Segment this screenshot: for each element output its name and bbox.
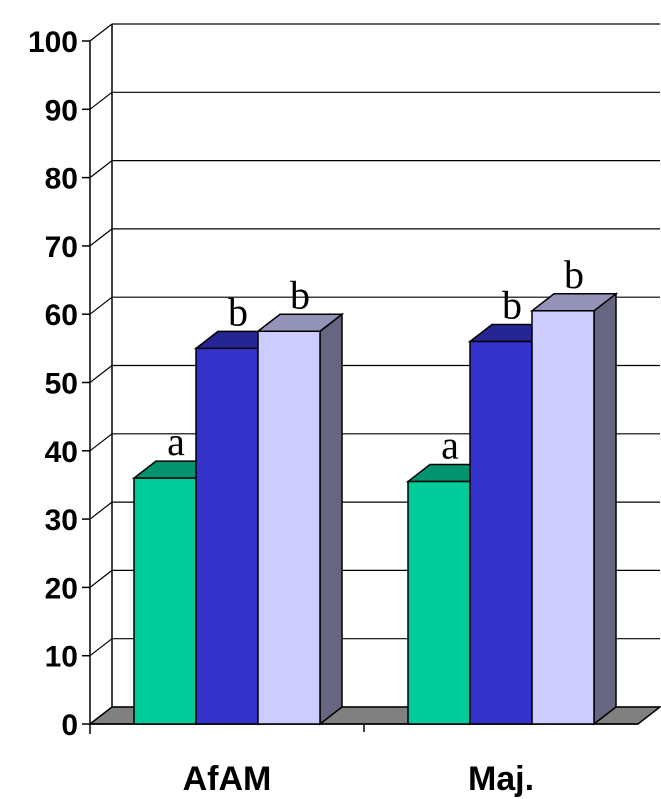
bar bbox=[531, 310, 595, 725]
x-tick-label: Maj. bbox=[468, 760, 534, 798]
y-tick-label: 70 bbox=[45, 231, 78, 264]
y-tick-label: 80 bbox=[45, 163, 78, 196]
bar bbox=[469, 340, 533, 725]
bars bbox=[131, 292, 619, 726]
y-tick-label: 50 bbox=[45, 368, 78, 401]
data-label: b bbox=[228, 289, 248, 334]
bar bbox=[407, 480, 471, 725]
gridline-side bbox=[89, 638, 113, 657]
y-tick-label: 100 bbox=[28, 26, 78, 59]
data-label: b bbox=[564, 252, 584, 297]
bar bbox=[257, 330, 321, 725]
data-label: a bbox=[167, 419, 185, 464]
gridline-side bbox=[89, 365, 113, 383]
gridline-side bbox=[89, 501, 113, 520]
gridline-side bbox=[89, 433, 113, 452]
gridline-side bbox=[89, 23, 113, 42]
data-label: b bbox=[502, 283, 522, 328]
gridline-side bbox=[89, 569, 113, 588]
gridline-side bbox=[89, 228, 113, 247]
gridline-side bbox=[89, 296, 113, 315]
y-tick-label: 10 bbox=[45, 641, 78, 674]
y-tick-label: 20 bbox=[45, 572, 78, 605]
data-label: a bbox=[441, 423, 459, 468]
y-tick-label: 60 bbox=[45, 299, 78, 332]
y-tick-label: 30 bbox=[45, 504, 78, 537]
bar bbox=[133, 477, 197, 725]
y-tick-label: 40 bbox=[45, 436, 78, 469]
bar-side bbox=[593, 292, 617, 726]
x-tick-label: AfAM bbox=[183, 760, 272, 798]
gridline-side bbox=[89, 91, 113, 110]
y-tick-label: 90 bbox=[45, 94, 78, 127]
bar-side bbox=[319, 312, 343, 726]
gridline-side bbox=[89, 160, 113, 179]
y-tick-label: 0 bbox=[61, 709, 78, 742]
bar bbox=[195, 347, 259, 725]
data-label: b bbox=[290, 272, 310, 317]
